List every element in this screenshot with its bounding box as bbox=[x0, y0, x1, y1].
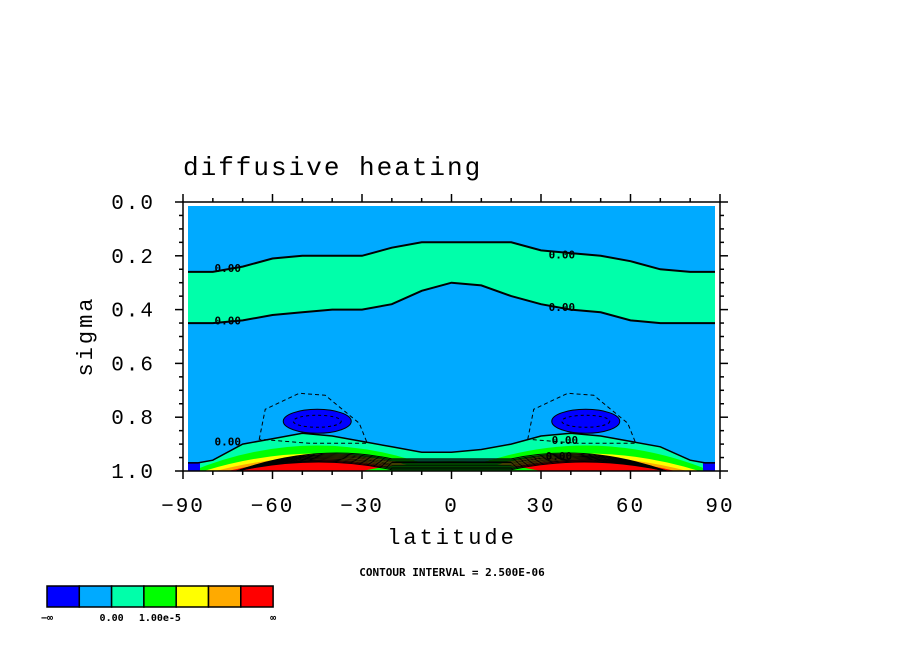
surface-contour-line bbox=[236, 459, 667, 472]
y-tick-label: 0.0 bbox=[111, 193, 155, 216]
y-tick-label: 0.6 bbox=[111, 354, 155, 377]
negative-cell bbox=[551, 408, 621, 434]
dashed-contour bbox=[561, 414, 611, 428]
zero-contour-lower bbox=[188, 281, 715, 325]
negative-dashed-contours bbox=[258, 392, 637, 444]
negative-cell bbox=[282, 408, 352, 434]
surface-contour-line bbox=[236, 456, 667, 472]
y-tick-label: 1.0 bbox=[111, 462, 155, 485]
surface-contour-line bbox=[236, 458, 667, 472]
contour-label: 0.00 bbox=[549, 248, 576, 261]
colorbar-label: 1.00e-5 bbox=[139, 613, 181, 624]
colorbar-swatch bbox=[240, 585, 274, 608]
colorbar-swatch bbox=[78, 585, 113, 608]
contour-label: 0.00 bbox=[215, 435, 242, 448]
contour-label: 0.00 bbox=[546, 450, 573, 463]
y-tick-label: 0.4 bbox=[111, 301, 155, 324]
y-axis-label: sigma bbox=[74, 295, 99, 376]
surface-contour-line bbox=[236, 454, 667, 472]
contour-label: 0.00 bbox=[215, 262, 242, 275]
x-tick-label: 30 bbox=[526, 496, 555, 519]
axis-ticks bbox=[175, 194, 728, 479]
dashed-contour bbox=[527, 392, 637, 444]
zero-contour-upper bbox=[188, 241, 715, 273]
x-tick-label: −90 bbox=[161, 496, 205, 519]
contour-label: 0.00 bbox=[549, 301, 576, 314]
colorbar-swatch bbox=[143, 585, 177, 608]
surface-contour-line bbox=[236, 457, 667, 472]
x-tick-label: −30 bbox=[340, 496, 384, 519]
x-tick-label: 60 bbox=[616, 496, 645, 519]
contour-interval-note: CONTOUR INTERVAL = 2.500E-06 bbox=[359, 566, 545, 579]
x-axis-label: latitude bbox=[387, 526, 517, 551]
dashed-contour bbox=[292, 414, 342, 428]
surface-contour-line bbox=[236, 461, 667, 472]
negative-corner-cell bbox=[703, 462, 715, 471]
contour-label: 0.00 bbox=[552, 434, 579, 447]
y-tick-label: 0.2 bbox=[111, 247, 155, 270]
surface-contour-line bbox=[236, 460, 667, 472]
x-tick-label: 90 bbox=[705, 496, 734, 519]
colorbar bbox=[46, 585, 274, 608]
x-tick-label: 0 bbox=[444, 496, 459, 519]
x-tick-labels: −90 −60 −30 0 30 60 90 bbox=[161, 496, 734, 519]
zero-contour-surface bbox=[188, 432, 715, 464]
plot-area: 0.00 0.00 0.00 0.00 0.00 0.00 0.00 bbox=[188, 206, 715, 472]
chart-title: diffusive heating bbox=[183, 153, 482, 183]
negative-cells bbox=[282, 408, 621, 434]
surface-contour-line bbox=[236, 452, 667, 472]
surface-contour-line bbox=[236, 453, 667, 472]
contour-label: 0.00 bbox=[215, 314, 242, 327]
y-tick-labels: 0.0 0.2 0.4 0.6 0.8 1.0 bbox=[111, 193, 155, 485]
colorbar-swatch bbox=[110, 585, 145, 608]
surface-contour-line bbox=[236, 455, 667, 472]
surface-heating-layers bbox=[188, 445, 715, 472]
contour-labels: 0.00 0.00 0.00 0.00 0.00 0.00 0.00 bbox=[215, 248, 579, 463]
colorbar-label: ∞ bbox=[270, 613, 276, 624]
colorbar-label: 0.00 bbox=[100, 613, 124, 624]
dashed-contour bbox=[258, 392, 368, 444]
y-tick-label: 0.8 bbox=[111, 408, 155, 431]
x-tick-label: −60 bbox=[251, 496, 295, 519]
colorbar-swatch bbox=[46, 585, 81, 608]
colorbar-label: −∞ bbox=[41, 613, 53, 624]
negative-corner-cell bbox=[188, 462, 200, 471]
colorbar-swatch bbox=[207, 585, 242, 608]
colorbar-labels: −∞ 0.00 1.00e-5 ∞ bbox=[41, 613, 276, 624]
colorbar-swatch bbox=[175, 585, 210, 608]
